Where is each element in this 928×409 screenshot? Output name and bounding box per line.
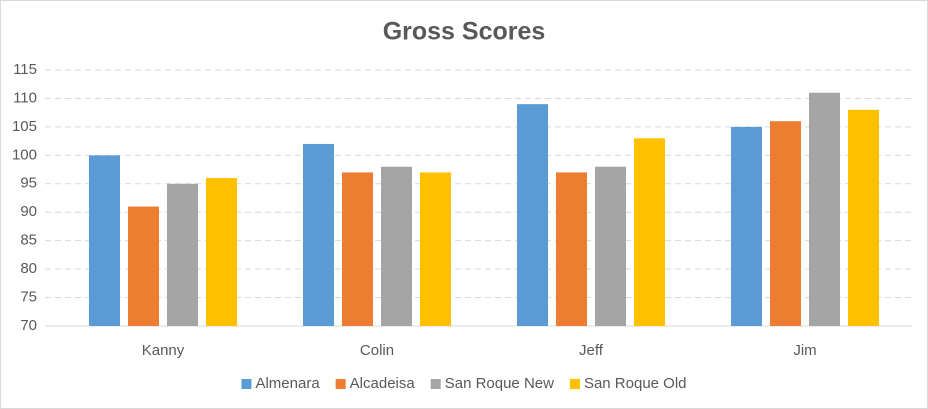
bar [167, 183, 198, 326]
bar [770, 121, 801, 326]
x-tick-label: Colin [360, 342, 394, 359]
y-tick-label: 85 [20, 232, 37, 249]
legend-label: Almenara [255, 375, 320, 392]
bar [848, 109, 879, 326]
bar [517, 104, 548, 326]
x-tick-label: Kanny [142, 342, 185, 359]
y-tick-label: 95 [20, 175, 37, 192]
legend-swatch [335, 379, 346, 389]
y-tick-label: 90 [20, 203, 37, 220]
bar [342, 172, 373, 326]
bar [206, 178, 237, 326]
x-tick-label: Jim [793, 342, 816, 359]
legend-label: San Roque Old [584, 375, 687, 392]
bar [595, 166, 626, 326]
legend-label: Alcadeisa [350, 375, 416, 392]
y-tick-label: 110 [13, 89, 37, 106]
y-tick-label: 70 [20, 317, 37, 334]
y-tick-label: 105 [12, 118, 37, 135]
bar [556, 172, 587, 326]
legend-swatch [569, 379, 580, 389]
bar [634, 138, 665, 326]
bar [128, 206, 159, 326]
bar [89, 155, 120, 326]
legend-swatch [241, 379, 252, 389]
y-tick-label: 100 [12, 146, 37, 163]
x-tick-label: Jeff [579, 342, 604, 359]
bar [303, 143, 334, 326]
legend-label: San Roque New [445, 375, 554, 392]
chart-title: Gross Scores [383, 18, 546, 46]
y-tick-label: 115 [13, 61, 37, 78]
bar [809, 92, 840, 326]
bar [731, 126, 762, 326]
legend-swatch [430, 379, 441, 389]
bar [420, 172, 451, 326]
bar [381, 166, 412, 326]
y-tick-label: 80 [20, 260, 37, 277]
y-tick-label: 75 [20, 289, 37, 306]
